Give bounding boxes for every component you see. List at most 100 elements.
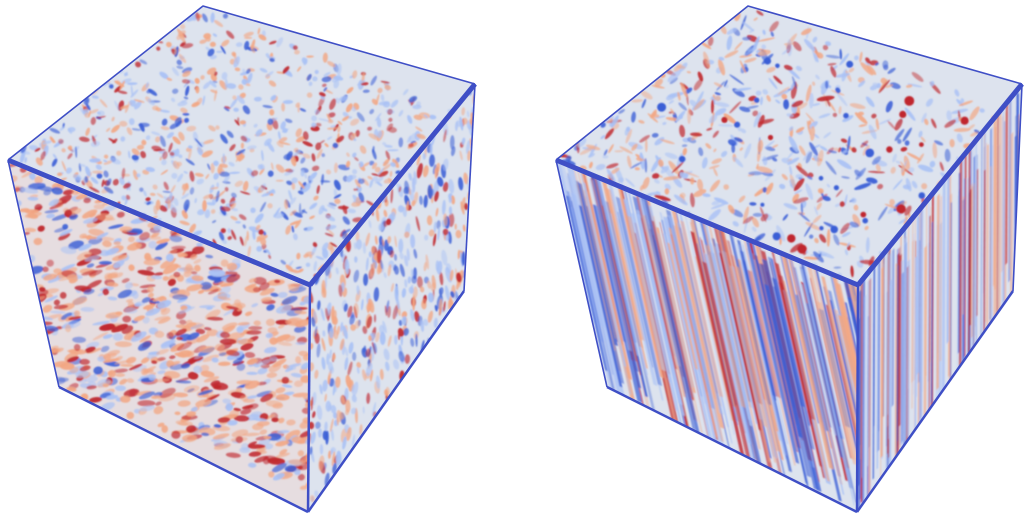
texture-blob [707, 36, 714, 47]
texture-blob [724, 50, 739, 58]
texture-blob [120, 363, 134, 367]
texture-blob [295, 266, 302, 270]
texture-blob [184, 117, 189, 123]
texture-blob [839, 48, 843, 60]
texture-blob [50, 310, 66, 314]
texture-blob [352, 169, 358, 175]
texture-blob [235, 436, 244, 444]
texture-blob [390, 283, 395, 292]
texture-blob [82, 209, 98, 219]
texture-blob [359, 163, 364, 168]
texture-blob [911, 71, 924, 82]
texture-blob [462, 317, 467, 324]
texture-blob [219, 331, 231, 339]
texture-blob [388, 126, 397, 133]
texture-blob [711, 158, 722, 165]
texture-blob [486, 138, 494, 145]
texture-blob [139, 59, 148, 65]
texture-blob [921, 112, 927, 123]
texture-blob [726, 27, 737, 35]
texture-blob [265, 318, 276, 327]
texture-blob [333, 75, 344, 81]
texture-blob [398, 350, 405, 363]
texture-blob [73, 344, 81, 351]
texture-blob [177, 101, 188, 107]
texture-blob [764, 140, 775, 149]
texture-blob [349, 314, 356, 326]
texture-blob [216, 50, 224, 53]
texture-blob [284, 367, 294, 373]
texture-blob [427, 310, 434, 323]
texture-blob [225, 452, 241, 458]
texture-blob [608, 143, 614, 154]
texture-blob [328, 403, 332, 411]
texture-blob [201, 432, 210, 437]
texture-blob [131, 128, 141, 131]
texture-blob [817, 250, 835, 259]
texture-blob [713, 82, 723, 88]
texture-blob [24, 227, 37, 233]
texture-blob [181, 193, 190, 200]
texture-blob [739, 59, 747, 74]
texture-blob [352, 152, 357, 158]
texture-blob [313, 260, 318, 272]
texture-blob [275, 393, 290, 401]
texture-blob [839, 53, 850, 66]
texture-streak [833, 308, 858, 457]
texture-blob [182, 112, 190, 116]
texture-blob [438, 298, 443, 315]
texture-blob [693, 98, 705, 111]
texture-blob [182, 434, 197, 443]
texture-blob [457, 249, 460, 260]
texture-blob [277, 291, 288, 299]
texture-blob [88, 186, 100, 193]
texture-blob [342, 205, 348, 215]
texture-blob [614, 150, 624, 153]
texture-blob [159, 205, 168, 212]
texture-streak [625, 181, 684, 429]
texture-blob [178, 154, 183, 159]
vortex-dot [919, 142, 924, 148]
texture-blob [284, 465, 297, 473]
texture-blob [155, 136, 161, 143]
texture-blob [311, 122, 317, 128]
texture-blob [84, 176, 89, 183]
texture-blob [185, 182, 189, 189]
texture-blob [43, 189, 52, 196]
texture-blob [140, 151, 147, 159]
texture-blob [193, 365, 203, 374]
texture-streak [911, 212, 914, 410]
texture-blob [853, 204, 859, 211]
texture-streak [862, 276, 865, 508]
texture-blob [693, 189, 707, 198]
texture-blob [798, 145, 806, 156]
texture-blob [93, 366, 103, 375]
texture-blob [119, 226, 133, 233]
texture-blob [265, 400, 283, 408]
texture-streak [983, 169, 986, 348]
texture-blob [49, 137, 56, 143]
texture-streak [570, 200, 618, 403]
texture-blob [256, 420, 270, 427]
texture-blob [293, 149, 302, 157]
texture-blob [858, 80, 866, 88]
texture-blob [395, 293, 400, 310]
texture-blob [154, 315, 170, 321]
texture-blob [467, 246, 472, 254]
texture-blob [203, 327, 212, 331]
texture-blob [294, 49, 300, 55]
texture-blob [356, 362, 362, 368]
texture-blob [279, 448, 288, 455]
texture-blob [470, 301, 475, 313]
texture-blob [924, 118, 929, 126]
texture-blob [309, 215, 315, 220]
texture-blob [34, 147, 41, 152]
texture-blob [324, 421, 328, 432]
texture-blob [427, 344, 434, 357]
texture-blob [188, 148, 192, 160]
texture-blob [99, 99, 108, 108]
texture-blob [684, 172, 689, 178]
texture-blob [72, 296, 88, 305]
texture-blob [106, 127, 111, 132]
texture-blob [718, 59, 726, 76]
